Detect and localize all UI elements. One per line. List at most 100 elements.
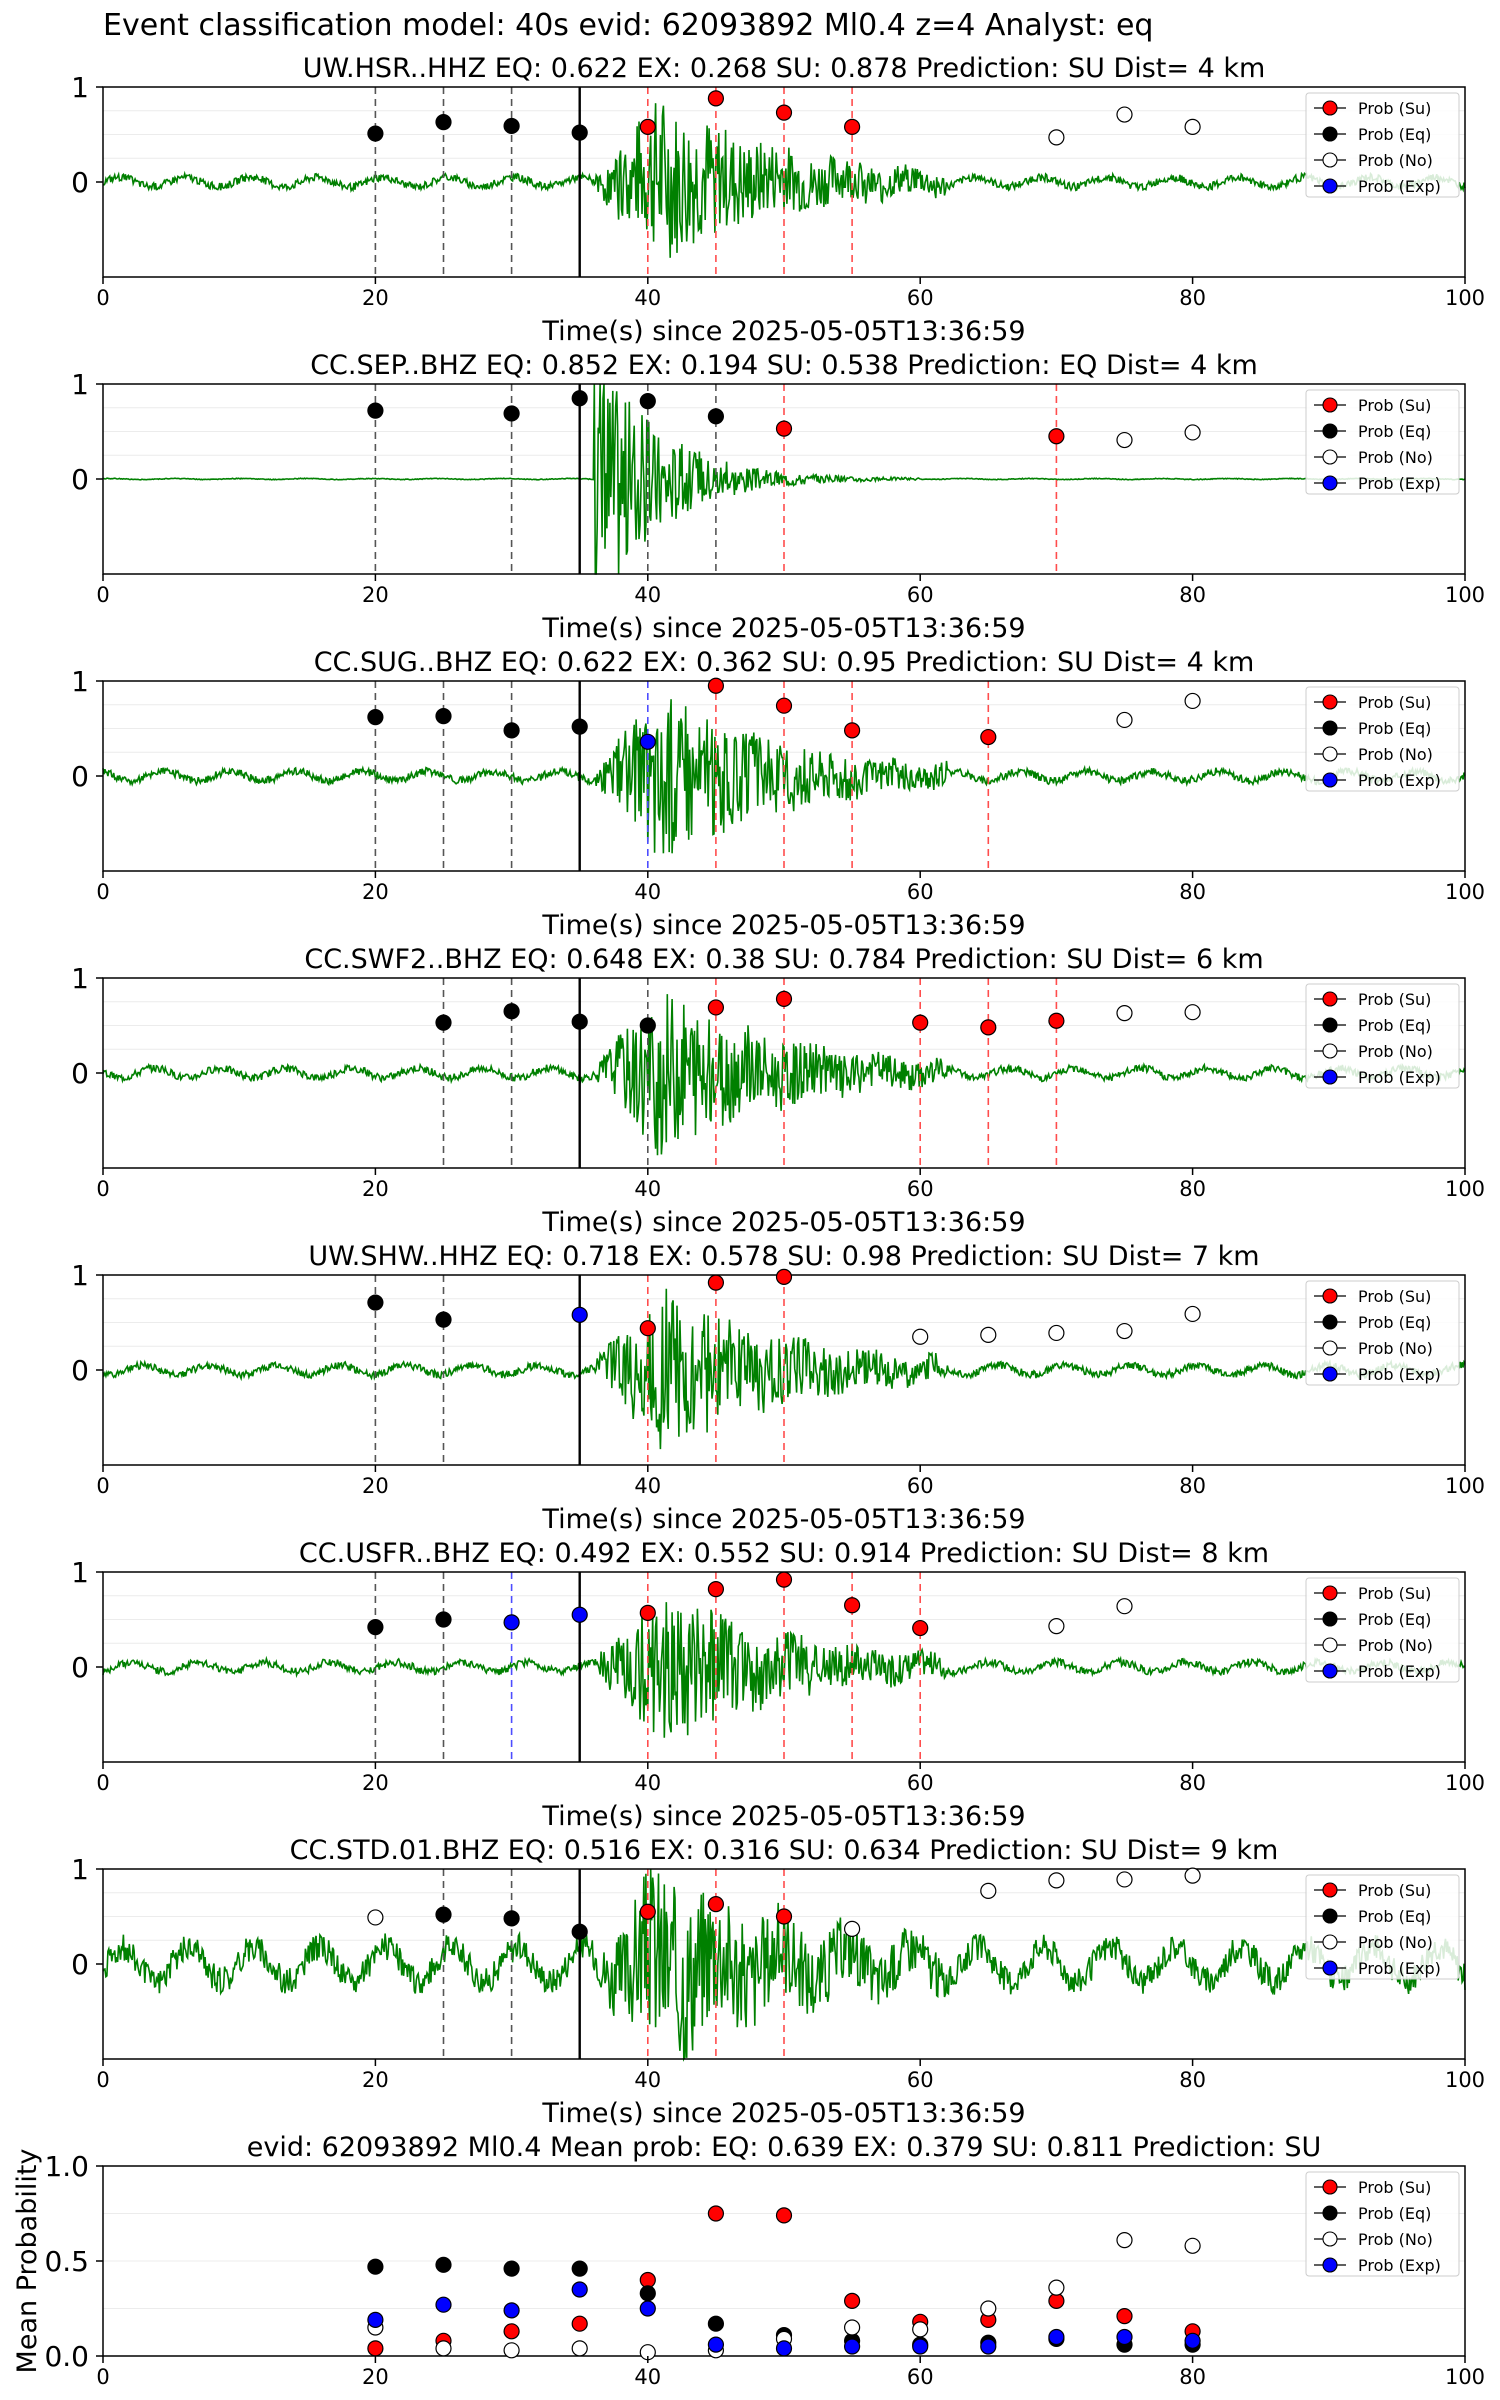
data-point-probeq <box>571 718 588 735</box>
legend-marker <box>1322 1366 1338 1382</box>
x-tick-label: 80 <box>1179 1177 1206 1201</box>
panel-5: UW.SHW..HHZ EQ: 0.718 EX: 0.578 SU: 0.98… <box>71 1241 1485 1535</box>
y-tick-label: 1 <box>71 1259 89 1292</box>
legend-label: Prob (No) <box>1358 1042 1433 1061</box>
y-tick-label: 1 <box>71 1853 89 1886</box>
x-tick-label: 40 <box>634 1474 661 1498</box>
x-tick-label: 40 <box>634 2068 661 2092</box>
legend-marker <box>1322 1314 1338 1330</box>
legend-marker <box>1322 397 1338 413</box>
x-tick-label: 0 <box>96 2068 109 2092</box>
legend-box <box>1305 1577 1460 1683</box>
data-point-probsu <box>503 2323 520 2340</box>
x-tick-label: 60 <box>907 1474 934 1498</box>
data-point-probno <box>1116 1598 1133 1615</box>
panel-1: UW.HSR..HHZ EQ: 0.622 EX: 0.268 SU: 0.87… <box>71 53 1485 347</box>
data-point-probno <box>571 2340 588 2357</box>
data-point-probeq <box>571 124 588 141</box>
legend-label: Prob (Exp) <box>1358 177 1441 196</box>
panel-4: CC.SWF2..BHZ EQ: 0.648 EX: 0.38 SU: 0.78… <box>71 944 1485 1238</box>
legend-marker <box>1322 100 1338 116</box>
data-point-probsu <box>1048 428 1065 445</box>
panel-title: CC.SWF2..BHZ EQ: 0.648 EX: 0.38 SU: 0.78… <box>304 944 1263 975</box>
x-tick-label: 80 <box>1179 2365 1206 2389</box>
data-point-probno <box>503 2342 520 2359</box>
x-tick-label: 60 <box>907 2068 934 2092</box>
legend-marker <box>1322 2231 1338 2247</box>
data-point-probsu <box>775 1571 793 1588</box>
data-point-probexp <box>843 2338 861 2355</box>
y-tick-label: 0 <box>71 760 89 793</box>
data-point-probexp <box>639 733 656 750</box>
data-point-probeq <box>639 2285 656 2302</box>
data-point-probsu <box>1116 2308 1133 2325</box>
legend-marker <box>1322 2179 1338 2195</box>
data-point-probno <box>367 1909 384 1926</box>
x-axis-label: Time(s) since 2025-05-05T13:36:59 <box>541 910 1025 941</box>
x-tick-label: 80 <box>1179 880 1206 904</box>
data-point-probeq <box>367 708 384 726</box>
x-tick-label: 100 <box>1445 1771 1485 1795</box>
data-point-probsu <box>843 722 861 739</box>
legend-label: Prob (Eq) <box>1358 1313 1431 1332</box>
data-point-probexp <box>435 2296 452 2313</box>
legend-marker <box>1322 1882 1338 1898</box>
y-tick-label: 1 <box>71 665 89 698</box>
x-tick-label: 20 <box>362 1177 389 1201</box>
legend-marker <box>1322 126 1338 142</box>
data-point-probsu <box>912 1619 929 1637</box>
legend-marker <box>1322 694 1338 710</box>
legend-marker <box>1322 720 1338 736</box>
legend-marker <box>1322 1934 1338 1950</box>
legend-marker <box>1322 449 1338 465</box>
data-point-probno <box>912 1328 929 1345</box>
data-point-probno <box>1116 106 1133 123</box>
legend-marker <box>1322 1611 1338 1627</box>
panel-6: CC.USFR..BHZ EQ: 0.492 EX: 0.552 SU: 0.9… <box>71 1538 1485 1832</box>
data-point-probno <box>1184 118 1201 136</box>
x-tick-label: 60 <box>907 2365 934 2389</box>
legend-box <box>1305 686 1460 792</box>
legend-label: Prob (Exp) <box>1358 1365 1441 1384</box>
data-point-probeq <box>639 1017 656 1034</box>
data-point-probsu <box>912 1014 929 1031</box>
x-tick-label: 40 <box>634 1177 661 1201</box>
legend-label: Prob (Exp) <box>1358 1662 1441 1681</box>
y-tick-label: 1 <box>71 368 89 401</box>
legend-label: Prob (No) <box>1358 1339 1433 1358</box>
data-point-probeq <box>435 114 452 131</box>
data-point-probexp <box>707 2336 725 2353</box>
data-point-probexp <box>571 1606 588 1623</box>
legend-box <box>1305 1280 1460 1386</box>
legend-label: Prob (Su) <box>1358 1584 1431 1603</box>
data-point-probeq <box>571 2260 588 2277</box>
data-point-probno <box>1184 692 1201 710</box>
y-tick-label: 0.5 <box>44 2245 89 2278</box>
x-tick-label: 60 <box>907 1177 934 1201</box>
legend: Prob (Su) Prob (Eq) Prob (No) Prob (Exp) <box>1305 2171 1460 2277</box>
legend-marker <box>1322 772 1338 788</box>
data-point-probno <box>1048 1324 1065 1342</box>
data-point-probsu <box>775 990 793 1008</box>
x-tick-label: 100 <box>1445 286 1485 310</box>
data-point-probsu <box>707 677 725 694</box>
legend-label: Prob (Su) <box>1358 693 1431 712</box>
legend-label: Prob (No) <box>1358 2230 1433 2249</box>
legend-marker <box>1322 1288 1338 1304</box>
y-tick-label: 0 <box>71 166 89 199</box>
x-tick-label: 40 <box>634 583 661 607</box>
data-point-probno <box>435 2340 452 2357</box>
data-point-probno <box>1116 1005 1133 1022</box>
data-point-probeq <box>503 117 520 135</box>
legend-label: Prob (Su) <box>1358 1881 1431 1900</box>
x-tick-label: 60 <box>907 286 934 310</box>
y-tick-label: 0 <box>71 463 89 496</box>
legend-label: Prob (No) <box>1358 1636 1433 1655</box>
x-tick-label: 80 <box>1179 1771 1206 1795</box>
legend-marker <box>1322 178 1338 194</box>
panel-title: CC.STD.01.BHZ EQ: 0.516 EX: 0.316 SU: 0.… <box>290 1835 1279 1866</box>
panel-8: evid: 62093892 Ml0.4 Mean prob: EQ: 0.63… <box>12 2132 1485 2389</box>
legend-label: Prob (Su) <box>1358 396 1431 415</box>
data-point-probno <box>980 1326 997 1343</box>
y-tick-label: 0.0 <box>44 2340 89 2373</box>
